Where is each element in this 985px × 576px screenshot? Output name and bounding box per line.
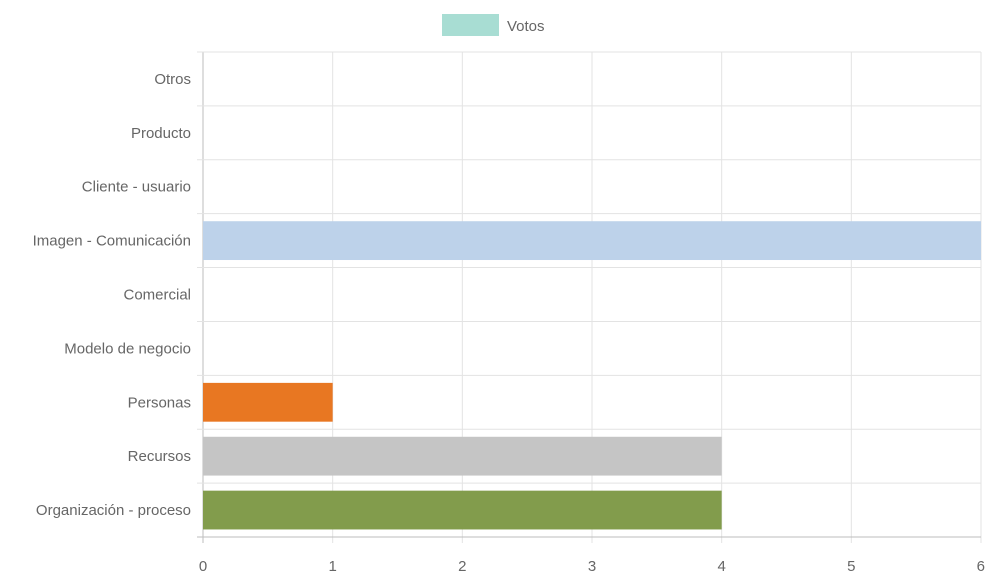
- y-tick-label: Modelo de negocio: [64, 340, 191, 357]
- bar: [203, 436, 722, 476]
- x-tick-label: 1: [328, 558, 336, 575]
- bar: [203, 490, 722, 530]
- y-tick-label: Otros: [154, 71, 191, 88]
- x-tick-label: 2: [458, 558, 466, 575]
- legend: Votos: [442, 14, 545, 36]
- legend-label: Votos: [507, 18, 545, 35]
- x-tick-label: 5: [847, 558, 855, 575]
- x-axis-labels: 0 1 2 3 4 5 6: [199, 558, 985, 575]
- y-tick-label: Cliente - usuario: [82, 179, 191, 196]
- x-tick-label: 4: [717, 558, 725, 575]
- y-tick-label: Personas: [128, 394, 191, 411]
- bars: [203, 221, 981, 530]
- y-tick-label: Imagen - Comunicación: [33, 233, 191, 250]
- x-tick-label: 0: [199, 558, 207, 575]
- y-tick-label: Comercial: [123, 287, 191, 304]
- bar: [203, 382, 333, 422]
- grid: [197, 51, 982, 543]
- y-axis-labels: Otros Producto Cliente - usuario Imagen - C…: [33, 71, 191, 519]
- y-tick-label: Recursos: [128, 448, 191, 465]
- x-tick-label: 6: [977, 558, 985, 575]
- y-tick-label: Producto: [131, 125, 191, 142]
- y-tick-label: Organización - proceso: [36, 502, 191, 519]
- bar: [203, 221, 981, 261]
- x-tick-label: 3: [588, 558, 596, 575]
- legend-swatch: [442, 14, 499, 36]
